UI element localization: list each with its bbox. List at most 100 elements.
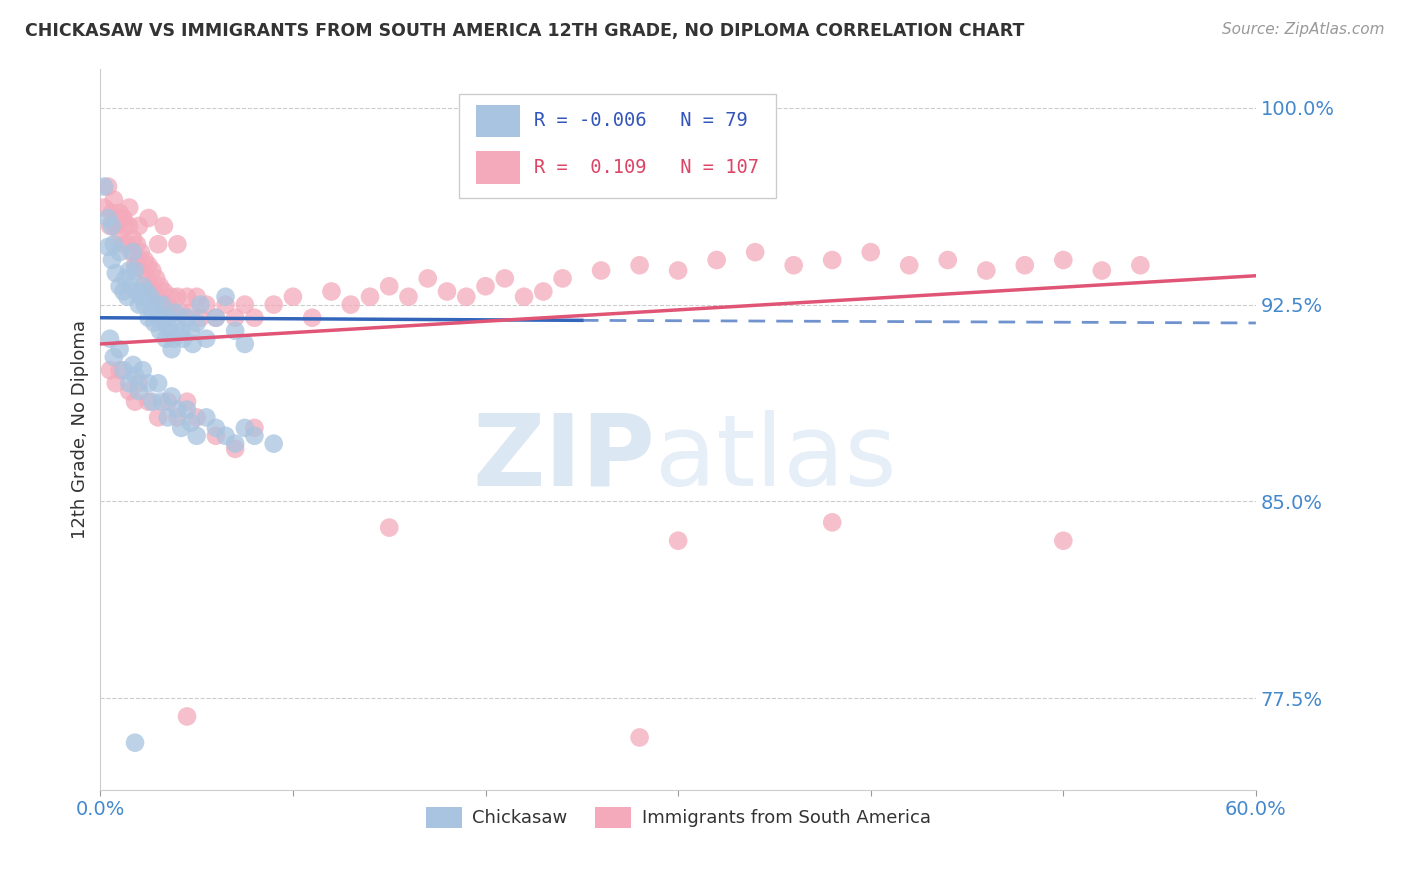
Point [128, 219, 150, 233]
Point [162, 332, 184, 346]
Point [128, 252, 150, 267]
Point [150, 394, 173, 409]
Point [112, 237, 135, 252]
Point [160, 342, 183, 356]
Text: Source: ZipAtlas.com: Source: ZipAtlas.com [1222, 22, 1385, 37]
Point [124, 258, 146, 272]
Point [494, 271, 516, 285]
Point [134, 297, 156, 311]
Point [138, 258, 160, 272]
Text: R =  0.109   N = 107: R = 0.109 N = 107 [534, 158, 759, 177]
Point [782, 258, 804, 272]
Point [124, 368, 146, 383]
Point [128, 297, 150, 311]
Point [181, 337, 204, 351]
Point [112, 211, 135, 225]
Point [281, 290, 304, 304]
Point [1052, 533, 1074, 548]
Point [104, 266, 127, 280]
Point [195, 332, 218, 346]
Point [98, 219, 121, 233]
Point [138, 211, 160, 225]
Point [224, 436, 246, 450]
Point [114, 271, 136, 285]
Point [125, 285, 148, 299]
Point [378, 520, 401, 534]
Point [114, 219, 136, 233]
Point [104, 376, 127, 391]
Point [132, 263, 155, 277]
Point [128, 384, 150, 399]
Point [101, 219, 124, 233]
Point [122, 232, 145, 246]
Point [176, 310, 198, 325]
Point [170, 421, 193, 435]
Point [139, 290, 162, 304]
Point [160, 389, 183, 403]
Point [118, 201, 141, 215]
Point [153, 219, 176, 233]
Point [117, 290, 139, 304]
Point [190, 310, 212, 325]
Point [1014, 258, 1036, 272]
Point [146, 237, 169, 252]
Point [628, 731, 651, 745]
Point [628, 258, 651, 272]
Point [146, 410, 169, 425]
Point [974, 263, 997, 277]
Point [233, 297, 256, 311]
Point [124, 263, 146, 277]
Point [143, 285, 166, 299]
Point [166, 410, 188, 425]
Point [145, 297, 167, 311]
Point [120, 245, 142, 260]
Point [97, 240, 120, 254]
Point [101, 206, 124, 220]
Point [104, 219, 127, 233]
Point [149, 324, 172, 338]
Point [1052, 252, 1074, 267]
Point [172, 332, 194, 346]
Point [156, 297, 179, 311]
Point [143, 316, 166, 330]
Point [378, 279, 401, 293]
Point [118, 219, 141, 233]
Point [97, 179, 120, 194]
Point [122, 358, 145, 372]
Point [233, 421, 256, 435]
Point [166, 402, 188, 417]
Point [214, 429, 236, 443]
Point [156, 394, 179, 409]
Point [112, 363, 135, 377]
Point [551, 271, 574, 285]
Text: ZIP: ZIP [472, 409, 655, 507]
Point [214, 297, 236, 311]
Point [190, 297, 212, 311]
Point [118, 384, 141, 399]
Point [141, 394, 163, 409]
Point [205, 421, 228, 435]
Point [416, 271, 439, 285]
Point [125, 237, 148, 252]
Point [156, 310, 179, 325]
Point [513, 290, 536, 304]
Point [108, 206, 131, 220]
Point [98, 363, 121, 377]
Bar [475, 104, 520, 137]
Point [666, 533, 689, 548]
Point [98, 332, 121, 346]
Point [398, 290, 420, 304]
Point [97, 211, 120, 225]
Point [205, 310, 228, 325]
Point [166, 237, 188, 252]
Point [145, 271, 167, 285]
Point [205, 310, 228, 325]
Point [170, 305, 193, 319]
Point [243, 429, 266, 443]
Point [205, 429, 228, 443]
Y-axis label: 12th Grade, No Diploma: 12th Grade, No Diploma [72, 319, 89, 539]
Point [103, 237, 125, 252]
Point [101, 252, 124, 267]
Point [104, 211, 127, 225]
Text: CHICKASAW VS IMMIGRANTS FROM SOUTH AMERICA 12TH GRADE, NO DIPLOMA CORRELATION CH: CHICKASAW VS IMMIGRANTS FROM SOUTH AMERI… [25, 22, 1025, 40]
